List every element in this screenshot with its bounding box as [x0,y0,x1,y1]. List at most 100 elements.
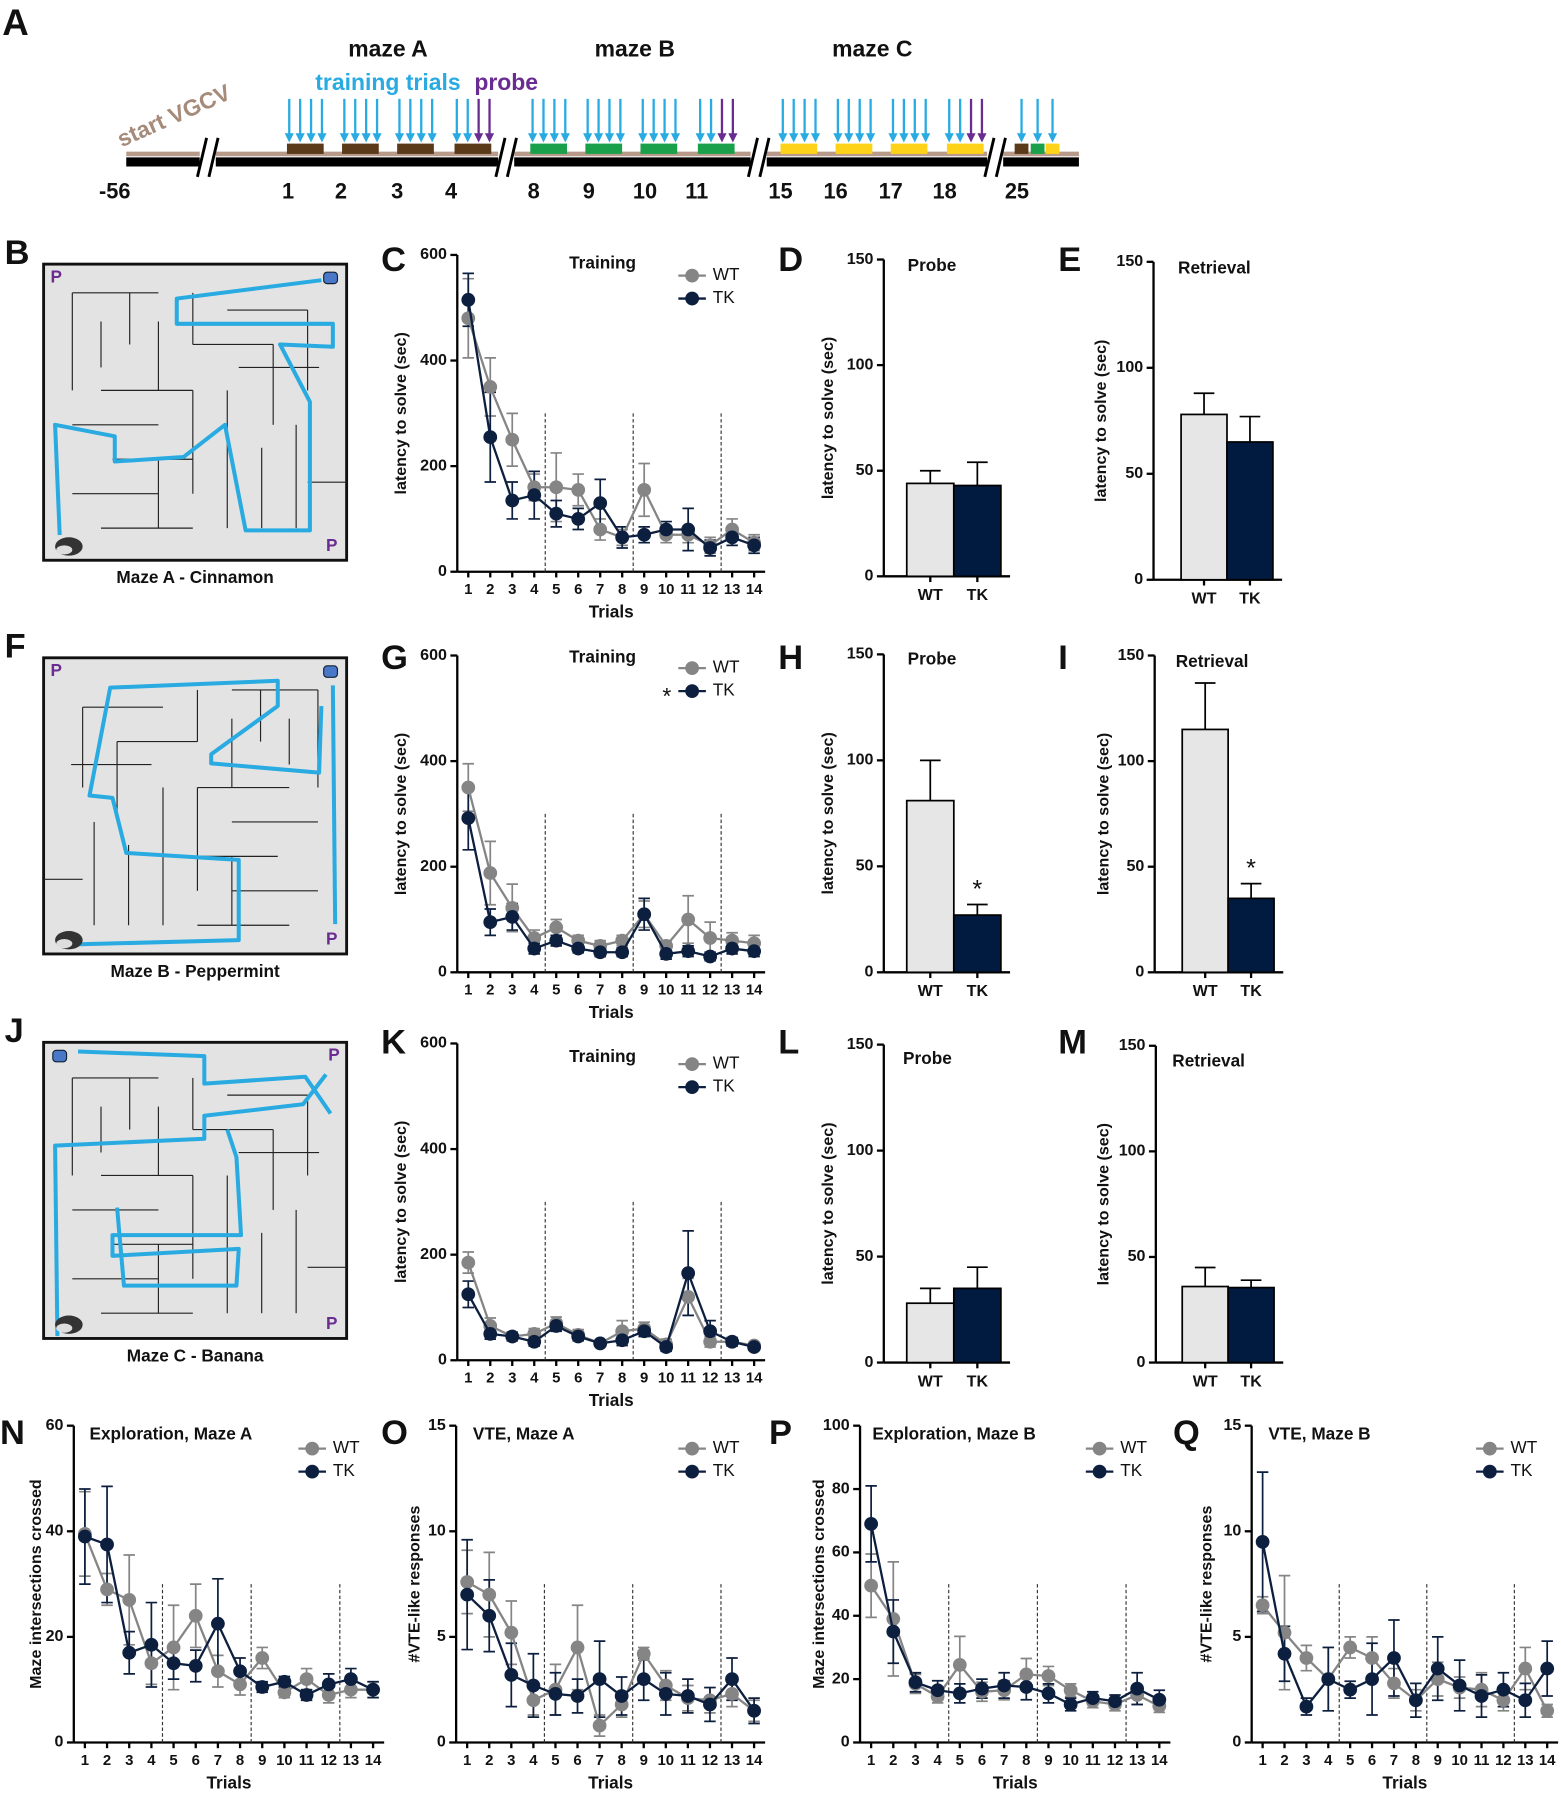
data-point [1299,1651,1314,1665]
data-point [681,944,696,959]
x-tick-label: WT [1192,590,1217,608]
y-tick-label: 150 [847,250,874,268]
session-block [585,143,623,154]
break-slash [505,137,518,178]
arrow-head [670,133,681,143]
data-point [277,1674,292,1689]
data-point [321,1688,336,1702]
x-tick-label: 3 [508,1370,516,1387]
maze-marker: P [51,660,62,680]
session-block [1014,143,1029,154]
data-point [703,541,718,555]
break-slash [994,137,1007,178]
data-point [659,522,674,537]
arrow-head [427,133,437,143]
arrow-head [844,133,854,143]
y-axis-label: latency to solve (sec) [1094,733,1112,895]
day-label: 9 [583,179,595,204]
x-tick-label: 10 [658,982,675,999]
session-block [946,143,984,154]
data-point [637,483,652,497]
session-block [890,143,928,154]
y-tick-label: 600 [420,245,447,263]
legend-marker [1092,1441,1107,1456]
arrow-head [855,133,865,143]
training-label: training trials [315,69,460,95]
x-tick-label: 1 [81,1752,89,1769]
y-tick-label: 0 [438,562,447,580]
y-tick-label: 50 [856,461,874,479]
x-axis-label: Trials [589,602,634,622]
data-point [930,1683,945,1698]
arrow-head [474,133,484,143]
legend-label: WT [713,264,740,284]
data-point [592,1718,607,1733]
data-point [461,1287,476,1302]
data-point [747,944,762,959]
x-tick-label: 5 [1346,1752,1354,1769]
arrow-head [695,133,705,143]
arrow-head [706,133,716,143]
maze-marker: P [326,929,337,949]
x-tick-label: 9 [640,1752,648,1769]
data-point [483,915,498,930]
data-point [1085,1691,1100,1706]
panel-letter: P [769,1414,792,1452]
x-tick-label: 3 [508,982,516,999]
goal-cup [323,665,339,678]
data-point [1518,1693,1533,1708]
data-point [233,1677,247,1692]
data-point [188,1608,203,1623]
x-tick-label: 4 [933,1752,942,1769]
y-axis-label: latency to solve (sec) [819,337,837,499]
break-slash [983,137,996,178]
maze-caption: Maze C - Banana [127,1345,264,1365]
data-point [461,292,476,307]
data-point [1321,1672,1336,1687]
series-line [84,1535,374,1697]
chart-title: Retrieval [1172,1050,1245,1070]
data-point [1430,1661,1445,1676]
data-point [299,1672,314,1687]
data-point [636,1672,651,1687]
data-point [1130,1681,1145,1696]
session-block [1045,143,1060,154]
data-point [549,933,564,948]
x-tick-label: 7 [595,1752,603,1769]
arrow-head [717,133,727,143]
y-tick-label: 400 [420,351,447,369]
data-point [549,506,564,521]
data-point [482,1587,497,1602]
panel-letter: G [381,639,408,677]
y-tick-label: 100 [847,355,874,373]
data-point [681,1290,696,1304]
panel-letter: A [2,2,29,43]
annotation: * [662,683,671,709]
maze-route [53,278,335,536]
data-point [1152,1692,1167,1707]
x-tick-label: 2 [485,1752,493,1769]
maze-route [110,1128,244,1288]
data-point [681,522,696,537]
legend-label: TK [333,1460,356,1480]
data-point [593,945,608,960]
error-bar [1194,1266,1216,1287]
y-tick-label: 10 [1223,1522,1241,1540]
y-tick-label: 0 [865,963,874,981]
legend-label: TK [713,287,736,307]
arrow-head [317,133,327,143]
annotation: * [972,875,982,903]
chart-title: Exploration, Maze A [90,1423,253,1443]
x-tick-label: 14 [365,1752,382,1769]
day-label: 16 [823,179,847,204]
x-tick-label: 7 [1000,1752,1008,1769]
y-tick-label: 10 [428,1522,446,1540]
panel-letter: J [5,1012,24,1050]
bar [1181,728,1230,974]
data-point [908,1675,923,1690]
y-tick-label: 15 [428,1416,446,1434]
data-point [997,1678,1012,1693]
panel-letter: I [1058,639,1068,677]
data-point [1474,1689,1489,1703]
